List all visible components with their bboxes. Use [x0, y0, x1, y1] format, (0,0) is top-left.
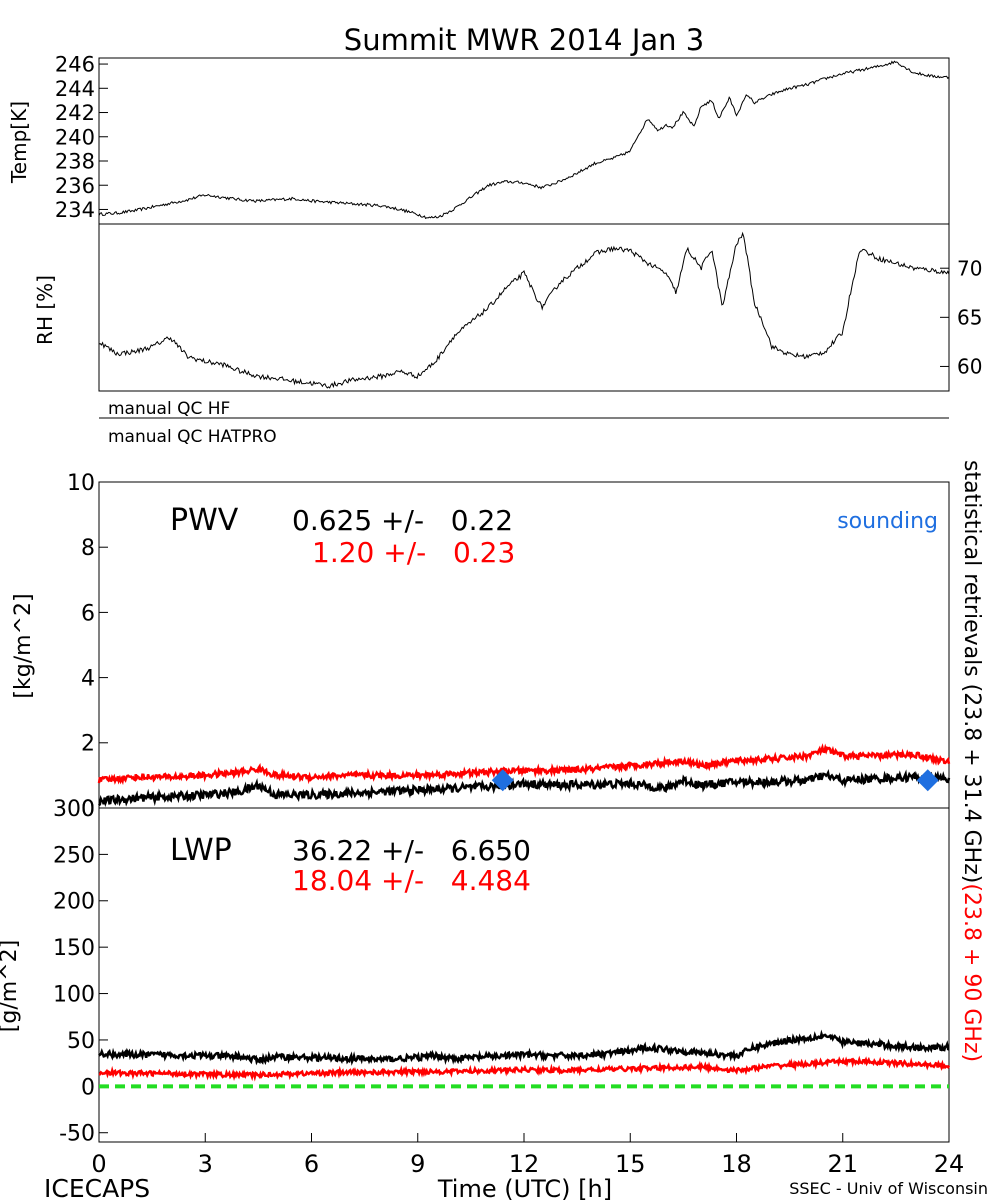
lwp-black-line: [98, 1029, 950, 1066]
pwv-red-line: [97, 743, 951, 786]
qc-label-hatpro: manual QC HATPRO: [108, 427, 277, 447]
lwp-stats-black: 36.22 +/- 6.650: [292, 834, 531, 867]
y-tick-label: 50: [67, 1029, 95, 1054]
y-tick-label: 2: [81, 732, 95, 757]
x-tick-label: 9: [410, 1150, 425, 1178]
footer-right: SSEC - Univ of Wisconsin: [789, 1179, 988, 1198]
sounding-legend: sounding: [837, 509, 938, 534]
rh-ylabel: RH [%]: [33, 275, 57, 345]
pwv-yticks: 0 2 4 6 8 10: [67, 471, 108, 822]
lwp-yticks: -50 0 50 100 150 200 250 300: [53, 797, 108, 1147]
pwv-stats-black: 0.625 +/- 0.22: [292, 504, 513, 537]
x-tick-label: 12: [509, 1150, 540, 1178]
y-tick-label: 238: [55, 150, 95, 174]
rh-yticks: 60 65 70: [940, 256, 982, 379]
rh-line: [98, 231, 950, 389]
x-tick-label: 24: [934, 1150, 965, 1178]
lwp-title: LWP: [170, 833, 232, 868]
y-tick-label: 234: [55, 198, 95, 222]
qc-label-hf: manual QC HF: [108, 399, 230, 419]
x-tick-label: 21: [827, 1150, 858, 1178]
temperature-line: [98, 60, 950, 220]
lwp-stats-red: 18.04 +/- 4.484: [292, 864, 531, 897]
y-tick-label: 6: [81, 601, 95, 626]
pwv-stats-red: 1.20 +/- 0.23: [312, 536, 515, 569]
y-tick-label: 0: [81, 1075, 95, 1100]
y-tick-label: 242: [55, 101, 95, 125]
sounding-marker: [491, 769, 514, 792]
y-tick-label: 150: [53, 936, 95, 961]
pwv-ylabel: [kg/m^2]: [11, 593, 36, 698]
lwp-xticks: 0 3 6 9 12 15 18 21 24: [91, 1133, 964, 1178]
pwv-title: PWV: [170, 503, 239, 538]
y-tick-label: 0: [81, 797, 95, 822]
x-tick-label: 6: [304, 1150, 319, 1178]
qc-rows: manual QC HF manual QC HATPRO: [99, 399, 949, 447]
lwp-red-line: [98, 1055, 951, 1082]
sounding-markers: [491, 769, 939, 792]
lwp-ylabel: [g/m^2]: [0, 940, 22, 1032]
sounding-marker: [916, 769, 939, 792]
rh-panel: 60 65 70 RH [%]: [33, 223, 982, 392]
pwv-panel: 0 2 4 6 8 10 PWV 0.625 +/- 0.22 1.20 +/- 0.23…: [11, 471, 951, 822]
right-label-black: statistical retrievals (23.8 + 31.4 GHz): [959, 460, 984, 883]
y-tick-label: 70: [957, 256, 982, 280]
y-tick-label: 244: [55, 77, 95, 101]
x-tick-label: 15: [615, 1150, 646, 1178]
x-tick-label: 3: [198, 1150, 213, 1178]
y-tick-label: -50: [59, 1122, 95, 1147]
y-tick-label: 246: [55, 53, 95, 77]
right-side-label: statistical retrievals (23.8 + 31.4 GHz)…: [959, 460, 984, 1062]
right-label-red: (23.8 + 90 GHz): [959, 883, 984, 1062]
y-tick-label: 200: [53, 890, 95, 915]
x-axis-label: Time (UTC) [h]: [437, 1175, 612, 1200]
y-tick-label: 8: [81, 536, 95, 561]
lwp-panel: -50 0 50 100 150 200 250 300 0 3 6 9 12 15 18 21 24 LWP…: [0, 797, 964, 1178]
pwv-black-line: [98, 769, 951, 808]
rh-frame: [98, 223, 950, 392]
y-tick-label: 100: [53, 982, 95, 1007]
y-tick-label: 236: [55, 174, 95, 198]
x-tick-label: 18: [721, 1150, 752, 1178]
x-tick-label: 0: [91, 1150, 106, 1178]
temperature-ylabel: Temp[K]: [7, 101, 31, 184]
y-tick-label: 4: [81, 667, 95, 692]
y-tick-label: 60: [957, 355, 982, 379]
y-tick-label: 250: [53, 843, 95, 868]
footer-left: ICECAPS: [44, 1174, 150, 1200]
y-tick-label: 10: [67, 471, 95, 496]
y-tick-label: 240: [55, 125, 95, 149]
y-tick-label: 65: [957, 306, 982, 330]
figure-title: Summit MWR 2014 Jan 3: [344, 23, 704, 57]
y-tick-label: 300: [53, 797, 95, 822]
